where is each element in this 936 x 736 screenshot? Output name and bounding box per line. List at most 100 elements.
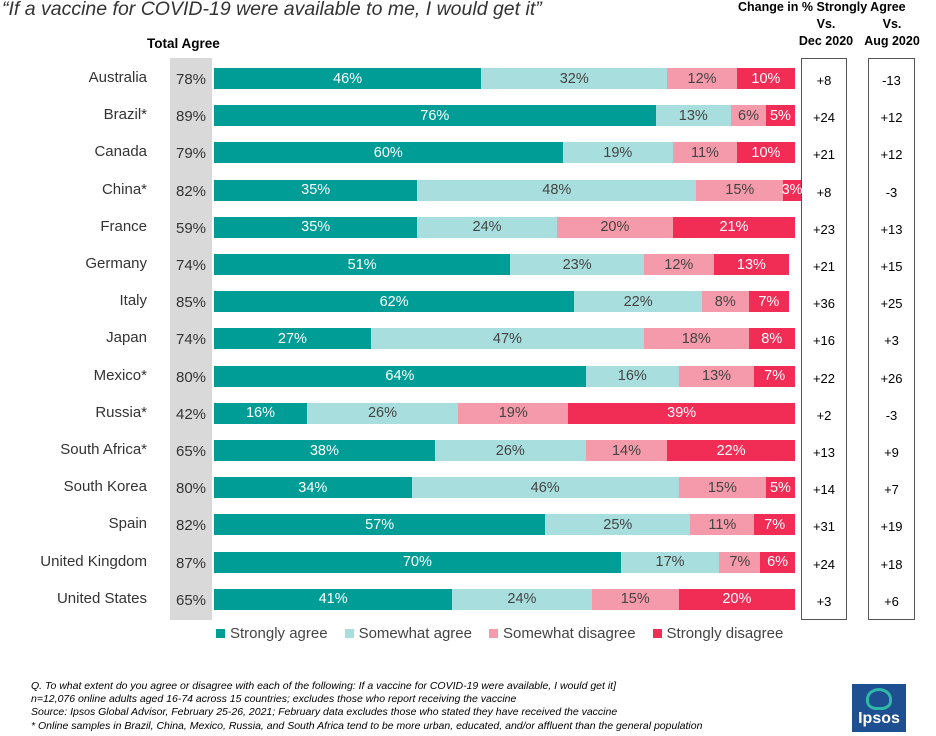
chart-title: “If a vaccine for COVID-19 were availabl… [2,0,542,20]
total-agree-brazil: 89% [175,108,207,126]
country-label-australia: Australia [88,69,147,86]
change-dec-united-kingdom: +24 [812,556,836,572]
legend-label-somewhat-agree: Somewhat agree [358,625,472,642]
bar-strongly-agree-russia: 16% [214,402,307,424]
footnote-online-samples: * Online samples in Brazil, China, Mexic… [31,719,703,732]
bar-label-strongly-agree-united-kingdom: 70% [402,554,432,571]
bar-somewhat-agree-italy: 22% [574,291,703,313]
bar-strongly-disagree-australia: 10% [736,68,795,89]
bar-somewhat-disagree-france: 20% [556,216,673,238]
change-aug-japan: +3 [884,333,899,349]
total-agree-spain: 82% [175,517,207,535]
bar-strongly-agree-china: 35% [214,179,418,201]
bar-label-strongly-disagree-china: 3% [781,182,803,199]
bar-label-somewhat-disagree-france: 20% [600,219,630,236]
bar-label-strongly-agree-china: 35% [301,182,331,199]
change-header: Change in % Strongly Agree [738,0,906,14]
bar-label-strongly-disagree-south-korea: 5% [769,479,791,496]
ipsos-logo: Ipsos [852,684,906,732]
vs-dec-header: Vs. Dec 2020 [790,16,862,50]
bar-somewhat-disagree-russia: 19% [458,402,569,424]
change-aug-australia: -13 [882,73,901,88]
legend-label-somewhat-disagree: Somewhat disagree [502,625,636,642]
change-dec-south-korea: +14 [812,482,836,498]
bar-label-somewhat-disagree-germany: 12% [664,256,694,273]
country-label-south-korea: South Korea [63,478,147,496]
bar-strongly-disagree-italy: 7% [748,291,790,313]
country-label-china: China* [101,180,147,198]
bar-somewhat-agree-brazil: 13% [655,105,732,127]
change-aug-italy: +25 [880,296,903,312]
total-agree-italy: 85% [175,294,207,312]
bar-somewhat-agree-russia: 26% [306,402,458,424]
change-aug-germany: +15 [880,259,903,274]
change-dec-australia: +8 [816,73,832,88]
bar-somewhat-agree-united-kingdom: 17% [620,551,720,573]
bar-label-somewhat-agree-france: 24% [472,219,502,236]
change-aug-france: +13 [880,221,903,237]
total-agree-mexico: 80% [175,368,207,386]
bar-label-somewhat-disagree-italy: 8% [714,293,736,310]
bar-label-somewhat-disagree-south-africa: 14% [611,442,641,459]
bar-strongly-agree-germany: 51% [214,254,511,275]
country-label-russia: Russia* [95,403,147,421]
change-aug-column [868,58,915,620]
bar-label-somewhat-disagree-china: 15% [725,182,755,199]
change-dec-spain: +31 [812,519,836,535]
bar-strongly-agree-south-africa: 38% [214,440,435,461]
bar-somewhat-disagree-australia: 12% [667,68,737,89]
legend: Strongly agree Somewhat agree Somewhat d… [216,625,800,642]
bar-label-strongly-agree-south-korea: 34% [298,479,328,496]
bar-label-somewhat-agree-brazil: 13% [678,107,708,124]
bar-strongly-disagree-canada: 10% [736,142,795,164]
country-label-france: France [100,217,147,235]
change-dec-france: +23 [812,221,836,237]
legend-label-strongly-agree: Strongly agree [230,625,328,642]
change-dec-brazil: +24 [812,110,836,126]
bar-somewhat-agree-australia: 32% [481,68,668,89]
bar-strongly-agree-united-states: 41% [214,588,453,610]
change-aug-spain: +19 [880,519,903,535]
bar-label-strongly-agree-brazil: 76% [420,107,450,124]
total-agree-united-kingdom: 87% [175,554,207,572]
bar-somewhat-agree-south-africa: 26% [434,440,586,461]
bar-somewhat-disagree-japan: 18% [643,328,749,350]
change-dec-italy: +36 [812,296,836,312]
legend-label-strongly-disagree: Strongly disagree [666,625,784,642]
country-label-brazil: Brazil* [103,106,147,124]
bar-label-somewhat-disagree-japan: 18% [681,330,711,347]
bar-label-strongly-agree-italy: 62% [379,293,409,310]
bar-label-strongly-disagree-mexico: 7% [764,368,786,385]
bar-strongly-disagree-spain: 7% [754,514,795,536]
vs-aug-header: Vs. Aug 2020 [856,16,928,50]
change-aug-russia: -3 [885,407,898,423]
footnotes: Q. To what extent do you agree or disagr… [31,680,702,733]
country-label-germany: Germany [85,255,147,272]
bar-label-strongly-agree-mexico: 64% [385,368,415,385]
legend-swatch-strongly-agree [216,629,225,638]
total-agree-south-korea: 80% [175,480,207,498]
bar-somewhat-disagree-canada: 11% [672,142,737,164]
bar-label-strongly-agree-germany: 51% [347,256,377,273]
country-label-south-africa: South Africa* [60,441,147,458]
bar-label-somewhat-disagree-spain: 11% [708,516,737,533]
total-agree-australia: 78% [175,71,207,88]
bar-label-strongly-agree-canada: 60% [373,144,403,161]
bar-somewhat-disagree-china: 15% [696,179,784,201]
vs-dec-line1: Vs. [816,17,836,31]
bar-strongly-disagree-mexico: 7% [754,365,795,387]
bar-label-strongly-disagree-germany: 13% [736,256,766,273]
bar-label-strongly-disagree-south-africa: 22% [716,442,746,459]
bar-label-somewhat-agree-spain: 25% [603,516,633,533]
bar-label-somewhat-agree-south-africa: 26% [495,442,525,459]
change-aug-south-africa: +9 [884,445,899,460]
bar-label-strongly-disagree-spain: 7% [764,516,786,533]
bar-label-somewhat-disagree-united-states: 15% [620,591,650,608]
bar-somewhat-agree-canada: 19% [562,142,673,164]
bar-label-somewhat-agree-canada: 19% [603,144,633,161]
bar-strongly-disagree-brazil: 5% [765,105,795,127]
bar-strongly-disagree-south-africa: 22% [667,440,795,461]
bar-strongly-disagree-south-korea: 5% [765,477,795,499]
change-aug-united-states: +6 [884,593,899,609]
bar-somewhat-disagree-italy: 8% [702,291,749,313]
